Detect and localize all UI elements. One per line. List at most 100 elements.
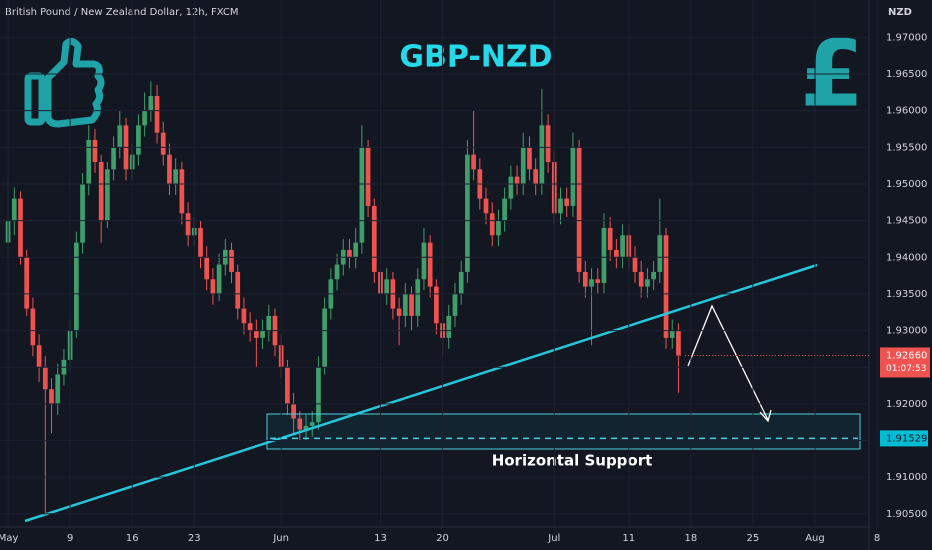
candle-body	[303, 425, 309, 430]
candle-body	[136, 125, 141, 155]
candle-body	[396, 308, 402, 316]
x-tick-label: Jul	[547, 533, 560, 544]
y-tick-label: 1.93500	[886, 289, 927, 300]
candle-body	[434, 286, 439, 324]
candle-body	[24, 257, 30, 309]
candle-body	[179, 169, 185, 214]
y-tick-label: 1.96000	[886, 106, 927, 117]
candle-body	[502, 198, 507, 221]
candle-body	[514, 176, 520, 184]
x-tick-label: 23	[188, 533, 201, 544]
candles	[5, 81, 681, 514]
y-tick-label: 1.95000	[886, 179, 927, 190]
candle-body	[55, 374, 61, 404]
chart-title: GBP-NZD	[399, 40, 552, 75]
candle-body	[384, 279, 390, 294]
y-tick-label: 1.94000	[886, 252, 927, 263]
candle-body	[359, 147, 365, 243]
candle-body	[42, 367, 48, 390]
candle-body	[322, 308, 327, 368]
y-tick-label: 1.90500	[886, 509, 927, 520]
last-price-label: 1.92660	[886, 350, 927, 361]
x-tick-label: 18	[684, 533, 697, 544]
candle-body	[285, 367, 290, 404]
candle-body	[465, 154, 470, 272]
candle-body	[620, 235, 625, 258]
candle-body	[520, 147, 526, 184]
y-tick-label: 1.91000	[886, 472, 927, 483]
candle-body	[645, 279, 650, 287]
candle-body	[49, 389, 54, 404]
candle-body	[471, 154, 476, 170]
candle-body	[160, 132, 166, 155]
candle-body	[483, 198, 489, 214]
candle-body	[427, 242, 433, 287]
candle-body	[508, 176, 514, 199]
last-price-tag	[880, 347, 930, 378]
candle-body	[11, 198, 17, 221]
candle-body	[216, 264, 222, 294]
candle-body	[297, 418, 303, 430]
candle-body	[589, 279, 594, 287]
candle-body	[98, 161, 104, 221]
candle-body	[582, 271, 588, 287]
candle-body	[539, 125, 545, 184]
x-tick-label: May	[0, 533, 18, 544]
candle-body	[527, 147, 532, 170]
x-tick-label: 16	[126, 533, 139, 544]
candle-body	[309, 422, 315, 426]
candle-body	[489, 213, 495, 236]
candle-body	[409, 293, 414, 316]
candle-body	[638, 271, 644, 287]
candle-body	[353, 242, 359, 258]
candle-body	[595, 279, 601, 283]
candle-body	[204, 257, 210, 280]
y-tick-label: 1.97000	[886, 32, 927, 43]
candle-body	[117, 125, 123, 148]
candle-body	[365, 147, 371, 206]
x-tick-label: 20	[436, 533, 449, 544]
candle-body	[533, 169, 539, 184]
x-tick-label: Jun	[272, 533, 289, 544]
candle-body	[36, 345, 42, 368]
candle-body	[402, 293, 408, 316]
candle-body	[657, 235, 663, 272]
currency-label: NZD	[888, 7, 912, 18]
candle-body	[18, 198, 23, 258]
candle-body	[30, 308, 36, 346]
candle-body	[545, 125, 551, 162]
candle-body	[458, 271, 464, 294]
candle-body	[334, 264, 340, 280]
candle-body	[614, 249, 619, 258]
candle-body	[198, 227, 203, 258]
thumbs-up-icon	[24, 37, 105, 128]
candle-body	[142, 110, 147, 126]
candle-body	[235, 271, 241, 309]
y-tick-label: 1.93000	[886, 326, 927, 337]
candle-body	[632, 257, 638, 272]
support-zone	[266, 413, 861, 450]
candle-body	[607, 227, 613, 250]
candle-body	[496, 220, 501, 236]
candle-body	[347, 249, 352, 258]
candle-body	[154, 96, 160, 133]
candle-body	[253, 330, 259, 338]
candle-body	[266, 315, 272, 331]
trend-line	[24, 263, 818, 523]
candle-body	[92, 139, 98, 162]
candle-body	[80, 183, 85, 243]
candle-body	[111, 147, 116, 170]
x-tick-label: Aug	[805, 533, 825, 544]
x-tick-label: 9	[67, 533, 73, 544]
candle-body	[247, 323, 253, 331]
y-tick-label: 1.95500	[886, 142, 927, 153]
candle-body	[446, 315, 452, 338]
candle-body	[210, 279, 216, 294]
candle-body	[316, 367, 321, 423]
candle-body	[570, 147, 576, 206]
y-tick-label: 1.94500	[886, 216, 927, 227]
support-price-label: 1.91529	[886, 433, 927, 444]
arrow-head	[759, 409, 772, 423]
